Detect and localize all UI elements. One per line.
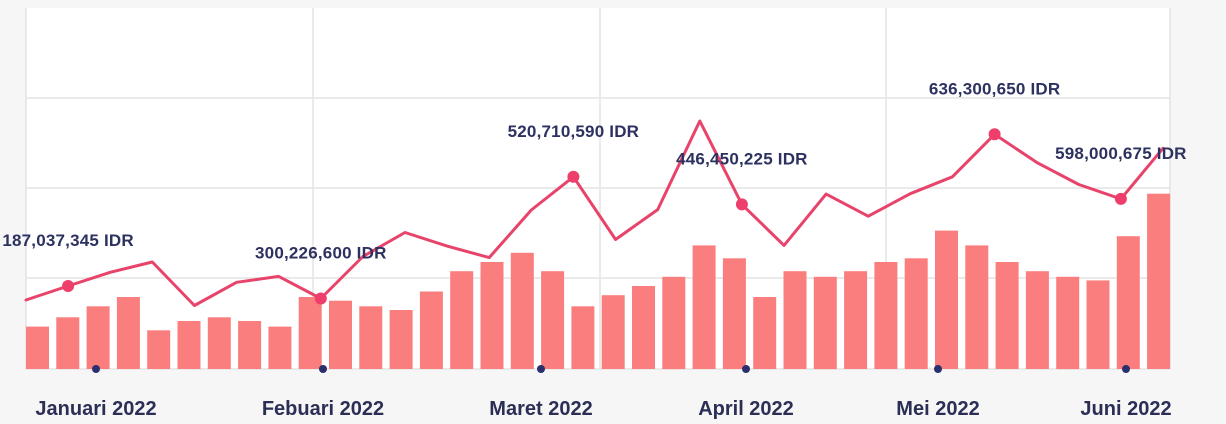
data-point-marker [735, 198, 748, 211]
bar [268, 326, 292, 369]
data-labels: 187,037,345 IDR 300,226,600 IDR 520,710,59… [2, 79, 1186, 262]
bar [662, 276, 686, 370]
data-label: 636,300,650 IDR [929, 79, 1061, 98]
x-tick-label: Mei 2022 [896, 398, 979, 420]
bar [1116, 236, 1140, 369]
data-point-marker [567, 170, 580, 183]
bar [298, 297, 322, 369]
month-dot [934, 365, 942, 373]
bar [692, 245, 716, 369]
bar [86, 306, 110, 369]
data-point-marker [988, 128, 1001, 141]
x-tick-label: Maret 2022 [489, 398, 592, 420]
month-dot [1122, 365, 1130, 373]
line-series [24, 119, 1165, 307]
month-dot [742, 365, 750, 373]
bar [541, 271, 565, 369]
bar [1025, 271, 1049, 369]
bar [1086, 280, 1110, 369]
x-tick-label: Januari 2022 [35, 398, 156, 420]
x-axis-ticks: Januari 2022 Febuari 2022 Maret 2022 April … [35, 398, 1171, 420]
data-point-marker [314, 292, 327, 305]
x-tick-label: Juni 2022 [1080, 398, 1171, 420]
data-label: 520,710,590 IDR [508, 122, 640, 141]
bar [207, 317, 231, 369]
data-label: 446,450,225 IDR [676, 149, 808, 168]
bar-series [26, 193, 1171, 370]
x-tick-label: Febuari 2022 [262, 398, 384, 420]
bar [965, 245, 989, 369]
bar [419, 291, 443, 369]
bar [26, 326, 49, 369]
data-point-marker [1114, 192, 1127, 205]
bar [995, 262, 1019, 369]
bar [389, 310, 413, 369]
data-point-marker [62, 280, 75, 292]
bar [753, 297, 777, 369]
series-line [24, 119, 1165, 307]
bar [147, 330, 171, 369]
bar [329, 300, 352, 369]
bar [632, 286, 655, 369]
month-dot [92, 365, 100, 373]
bar [874, 262, 898, 369]
data-label: 598,000,675 IDR [1055, 144, 1187, 163]
bar [116, 297, 140, 369]
bar [935, 230, 958, 369]
month-dot [319, 365, 327, 373]
bar [904, 258, 928, 369]
month-markers [92, 365, 1130, 373]
bar [56, 317, 80, 369]
bar [450, 271, 474, 369]
bar [177, 321, 201, 369]
bar [480, 262, 504, 369]
bar [601, 295, 625, 369]
bar [844, 271, 868, 369]
bar [1056, 276, 1080, 370]
bar [571, 306, 595, 369]
data-label: 187,037,345 IDR [2, 231, 134, 250]
bar [783, 271, 807, 369]
bar [238, 321, 262, 369]
bar [1147, 193, 1171, 369]
bar [722, 258, 746, 369]
bar [359, 306, 383, 369]
data-label: 300,226,600 IDR [255, 244, 387, 263]
bar [510, 252, 534, 369]
x-tick-label: April 2022 [698, 398, 794, 420]
bar [813, 276, 837, 370]
month-dot [537, 365, 545, 373]
